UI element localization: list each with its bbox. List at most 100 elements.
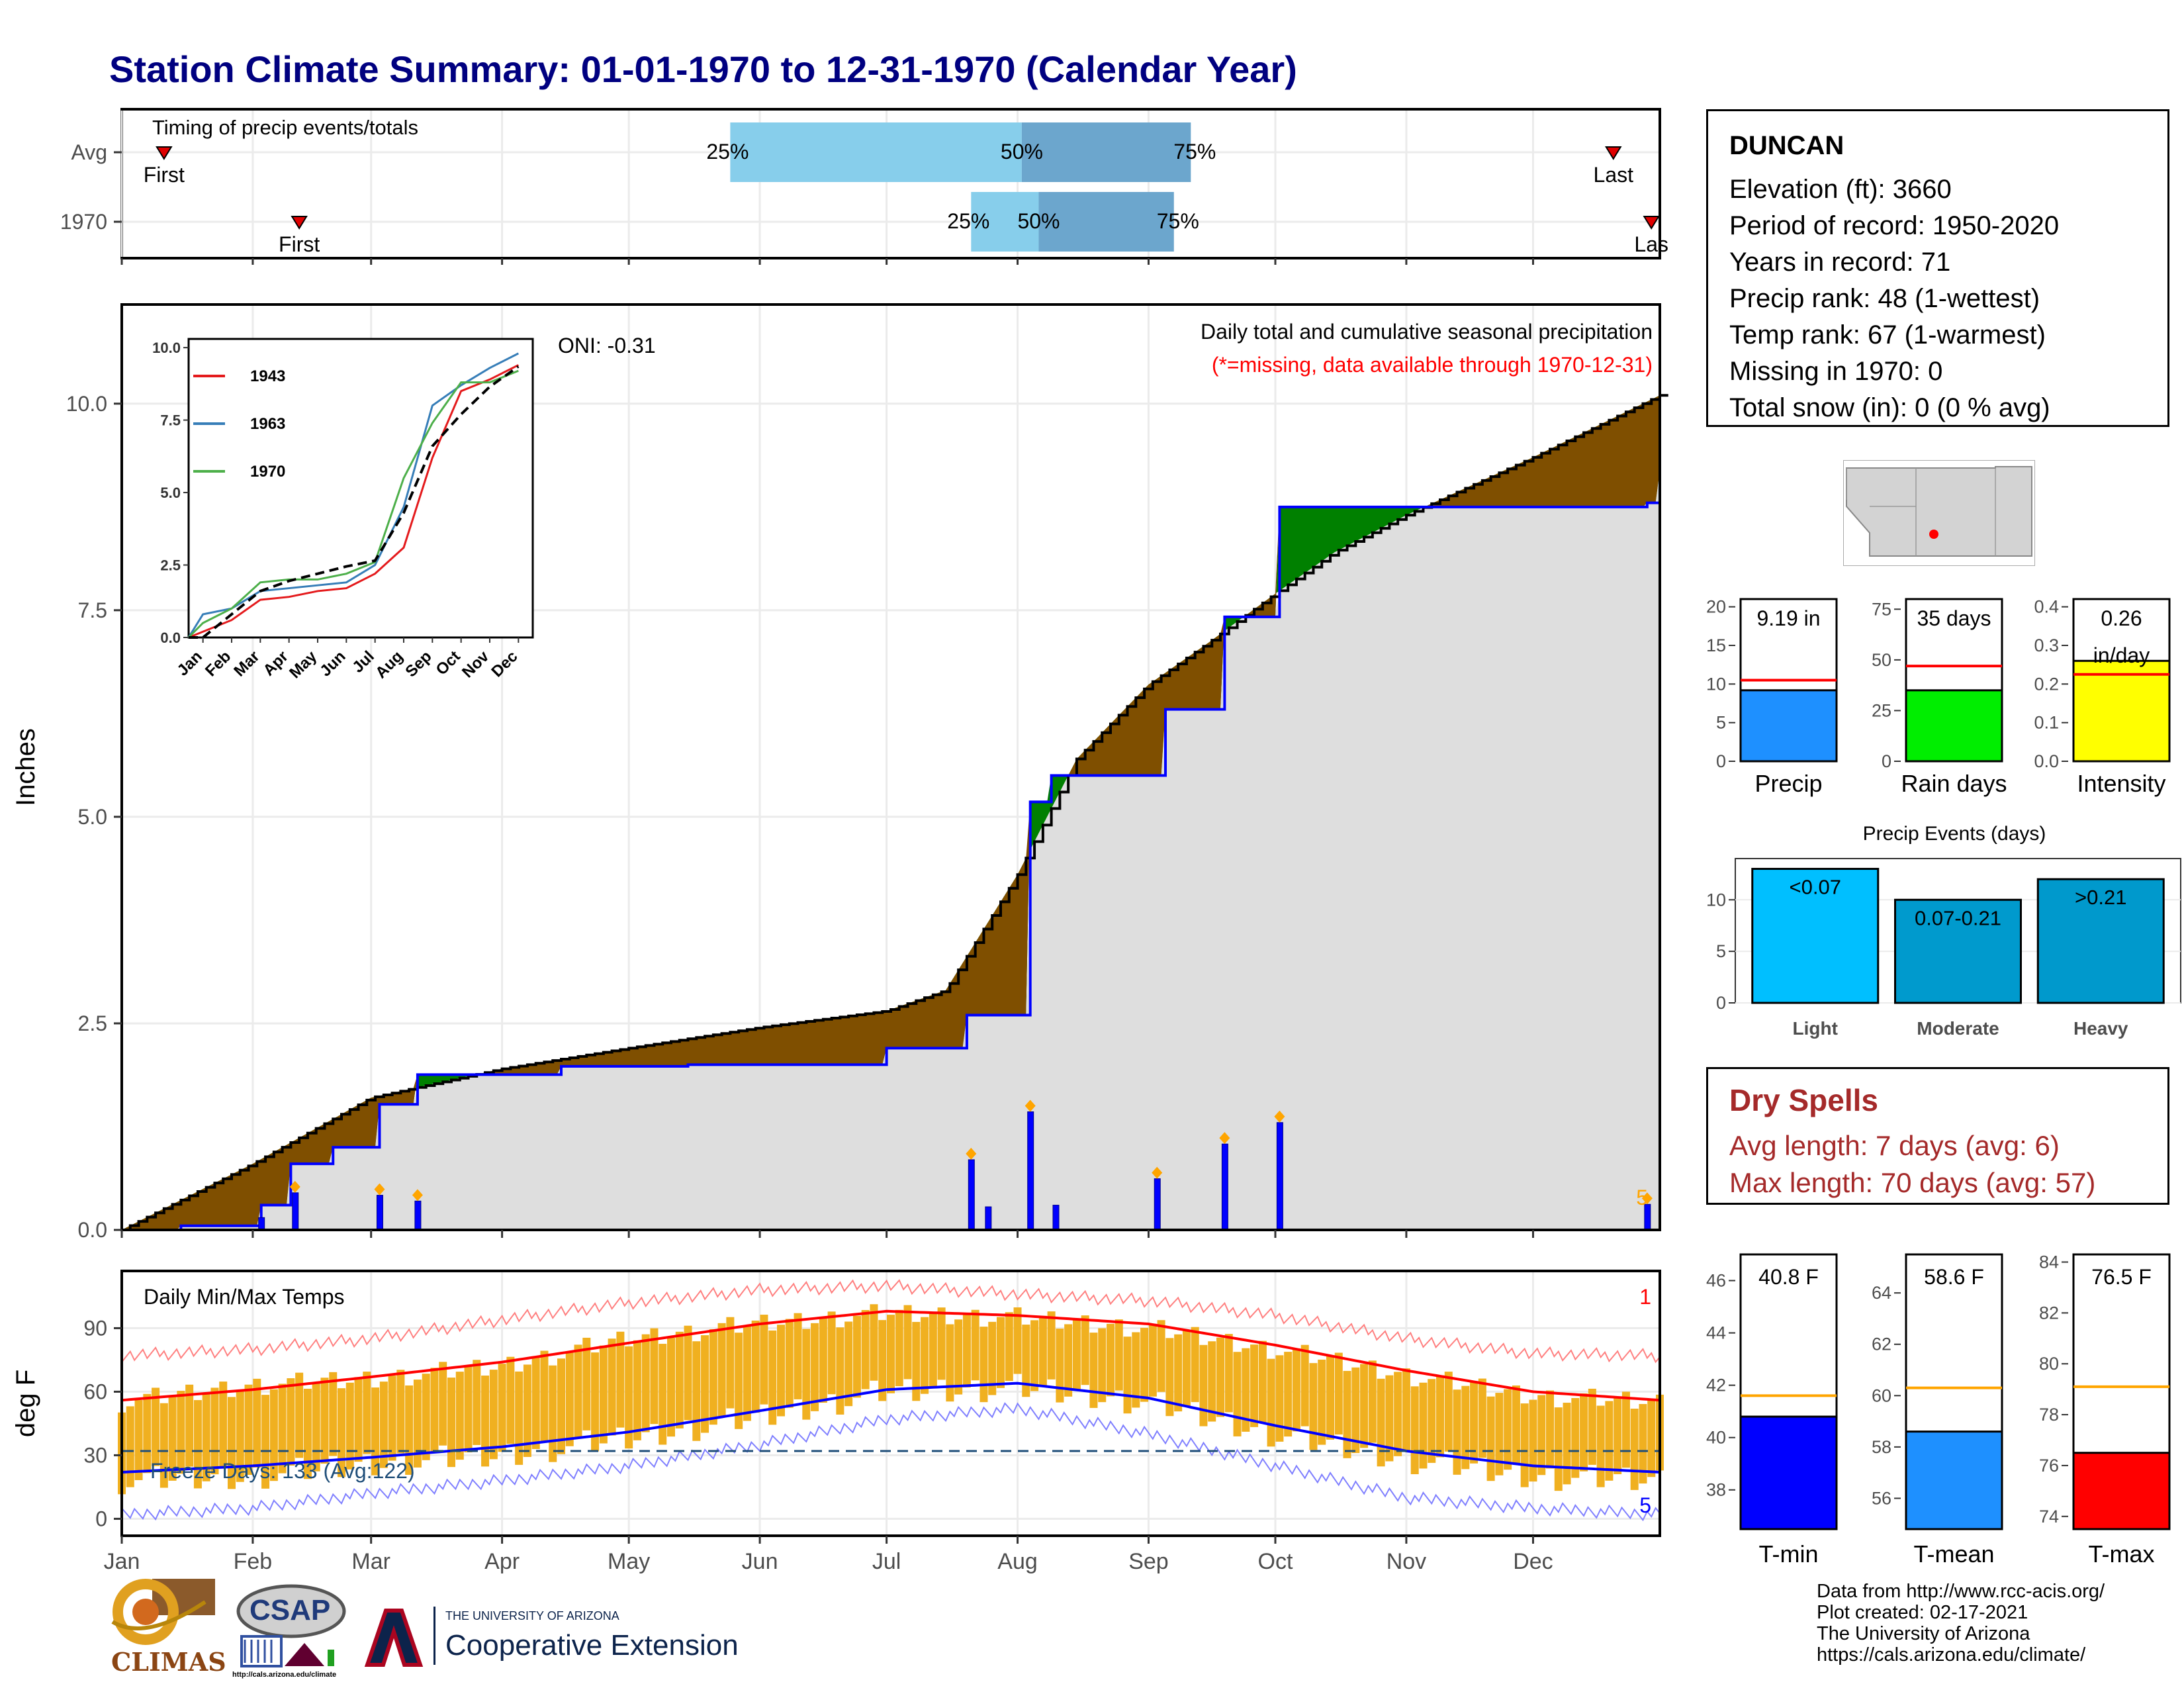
y-tick-label: 78 xyxy=(2039,1405,2059,1425)
daily-temp-bar xyxy=(1056,1329,1064,1403)
daily-temp-bar xyxy=(396,1370,405,1454)
daily-temp-bar xyxy=(895,1309,903,1387)
daily-temp-bar xyxy=(979,1327,988,1403)
y-tick-label: 0.0 xyxy=(78,1218,107,1242)
daily-temp-bar xyxy=(152,1387,160,1466)
daily-temp-bar xyxy=(236,1391,244,1482)
y-tick-label: 82 xyxy=(2039,1303,2059,1323)
temp-frame xyxy=(120,1270,1661,1537)
station-marker xyxy=(1929,530,1938,539)
daily-temp-bar xyxy=(1165,1338,1174,1417)
y-tick-label: 60 xyxy=(1872,1385,1891,1405)
y-tick-label: 60 xyxy=(83,1380,107,1403)
daily-temp-bar xyxy=(143,1393,152,1474)
record-high-line xyxy=(121,1279,1661,1364)
daily-temp-bar xyxy=(1284,1352,1293,1437)
y-tick-label: 38 xyxy=(1706,1480,1726,1500)
y-tick-label: 40 xyxy=(1706,1428,1726,1448)
daily-temp-bar xyxy=(921,1317,929,1394)
daily-temp-bar xyxy=(1334,1352,1343,1435)
y-tick-label: 0 xyxy=(1716,751,1726,771)
event-category: Light xyxy=(1793,1018,1838,1039)
daily-temp-bar xyxy=(1588,1388,1596,1465)
daily-temp-bar xyxy=(1504,1389,1512,1470)
month-label: Jul xyxy=(872,1549,901,1574)
daily-temp-bar xyxy=(743,1327,751,1421)
daily-temp-bar xyxy=(802,1329,811,1420)
daily-temp-bar xyxy=(903,1305,912,1380)
y-tick-label: 0.0 xyxy=(2034,751,2059,771)
inset-frame xyxy=(187,338,534,639)
daily-temp-bar xyxy=(531,1357,540,1450)
daily-temp-bar xyxy=(1402,1368,1410,1451)
temp-label: Daily Min/Max Temps xyxy=(144,1285,344,1309)
timing-panel: Avg 25% 50% 75% First Last 1970 25% 50% 75% First L… xyxy=(60,108,1668,265)
inset-series-1970 xyxy=(187,369,519,639)
daily-temp-bar xyxy=(345,1382,354,1470)
daily-temp-bar xyxy=(717,1323,726,1417)
daily-precip-bar xyxy=(1276,1122,1283,1231)
daily-temp-bar xyxy=(887,1315,895,1393)
daily-temp-bar xyxy=(1428,1379,1436,1463)
summary-bars-precip: 0 5 10 15 20 9.19 in Precip 0 25 50 75 35 days Rain … xyxy=(1706,597,2171,797)
years-text: Years in record: 71 xyxy=(1729,248,1951,277)
daily-temp-bar xyxy=(852,1315,861,1398)
daily-temp-bar xyxy=(253,1378,261,1468)
month-label: Jan xyxy=(104,1549,140,1574)
daily-temp-bar xyxy=(1453,1389,1461,1475)
daily-temp-bar xyxy=(1546,1390,1554,1469)
y-tick-label: 56 xyxy=(1872,1488,1891,1508)
page-title: Station Climate Summary: 01-01-1970 to 1… xyxy=(109,48,1297,90)
missing-text: Missing in 1970: 0 xyxy=(1729,357,1943,386)
daily-temp-bar xyxy=(1148,1323,1157,1397)
daily-temp-bar xyxy=(1605,1401,1614,1481)
period-text: Period of record: 1950-2020 xyxy=(1729,211,2060,240)
inset-y-label: 5.0 xyxy=(160,485,181,501)
extreme-marker xyxy=(966,1147,977,1160)
daily-temp-bar xyxy=(1275,1355,1284,1442)
temp-rank-text: Temp rank: 67 (1-warmest) xyxy=(1729,320,2046,350)
daily-temp-bar xyxy=(667,1337,675,1437)
daily-temp-bar xyxy=(1182,1331,1191,1407)
bar-category-label: Intensity xyxy=(2077,770,2165,797)
daily-temp-bar xyxy=(1157,1320,1165,1392)
daily-temp-bar xyxy=(1537,1395,1546,1476)
daily-temp-bar xyxy=(1419,1382,1428,1469)
daily-temp-bar xyxy=(844,1321,853,1407)
bar-value-label: in/day xyxy=(2093,643,2150,667)
daily-temp-bar xyxy=(1621,1391,1630,1468)
corner-top: 1 xyxy=(1639,1285,1651,1309)
daily-precip-bar xyxy=(1027,1111,1034,1231)
daily-temp-bar xyxy=(338,1388,345,1477)
daily-temp-bar xyxy=(760,1315,768,1405)
daily-temp-bar xyxy=(193,1400,202,1489)
y-tick-label: 58 xyxy=(1872,1437,1891,1457)
corner-count: 5 xyxy=(1636,1186,1648,1209)
daily-temp-bar xyxy=(912,1321,921,1401)
daily-temp-bar xyxy=(219,1382,228,1468)
panel-title: Daily total and cumulative seasonal prec… xyxy=(1201,320,1653,344)
csap-logo: CSAP http://cals.arizona.edu/climate xyxy=(228,1583,354,1683)
last-label: Last xyxy=(1594,163,1634,187)
bar-value-label: 40.8 F xyxy=(1758,1265,1819,1289)
daily-temp-bar xyxy=(565,1351,574,1446)
y-tick-label: 64 xyxy=(1872,1283,1891,1303)
month-label: Mar xyxy=(351,1549,390,1574)
daily-temp-bar xyxy=(1461,1385,1470,1470)
y-tick-label: 10.0 xyxy=(66,392,107,416)
daily-temp-bar xyxy=(1318,1359,1326,1445)
daily-temp-bar xyxy=(1005,1312,1013,1382)
value-bar xyxy=(2072,659,2171,763)
daily-temp-bar xyxy=(1309,1363,1318,1450)
daily-temp-bar xyxy=(1224,1334,1233,1413)
credits: Data from http://www.rcc-acis.org/ Plot … xyxy=(1817,1581,2105,1665)
y-tick-label: 25 xyxy=(1872,700,1891,720)
daily-temp-bar xyxy=(320,1378,329,1464)
daily-temp-bar xyxy=(1140,1327,1149,1402)
daily-temp-bar xyxy=(405,1385,414,1475)
y-tick-label: 15 xyxy=(1706,635,1726,655)
daily-temp-bar xyxy=(971,1309,979,1381)
daily-temp-bar xyxy=(1478,1378,1486,1458)
daily-temp-bar xyxy=(363,1372,371,1454)
daily-temp-bar xyxy=(1081,1315,1089,1385)
